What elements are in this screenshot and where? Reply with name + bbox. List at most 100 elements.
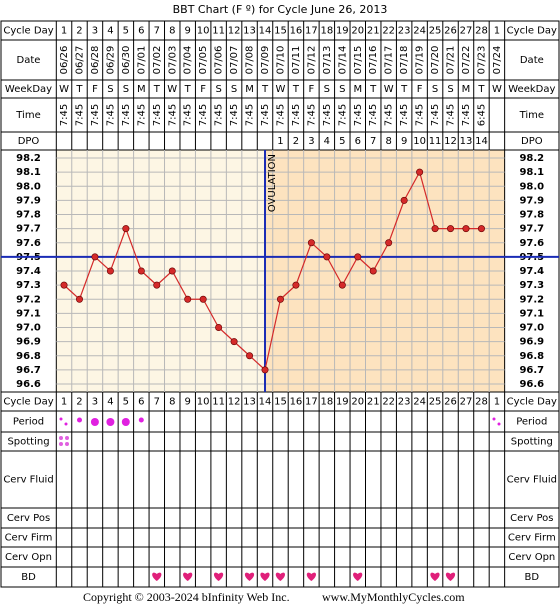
cycle_day-cell: 20 <box>351 397 364 408</box>
row-label: Cerv Firm <box>5 533 53 544</box>
temperature-point <box>354 253 362 261</box>
period-dot <box>121 418 130 426</box>
time-cell: 6:45 <box>476 104 487 126</box>
row-label: Cycle Day <box>507 397 557 408</box>
time-cell: 7:45 <box>322 104 333 126</box>
date-cell: 07/09 <box>260 46 271 75</box>
row <box>0 566 560 588</box>
cycle_day-cell: 25 <box>429 397 442 408</box>
date-cell: 07/23 <box>476 46 487 75</box>
cycle_day-cell: 24 <box>413 26 426 37</box>
weekday-cell: S <box>447 84 453 95</box>
weekday-cell: F <box>200 84 206 95</box>
temperature-point <box>369 267 377 275</box>
cycle_day-cell: 14 <box>259 26 272 37</box>
y-tick-label: 97.4 <box>519 266 544 277</box>
time-cell: 7:45 <box>461 104 472 126</box>
cycle_day-cell: 28 <box>475 397 488 408</box>
temperature-point <box>431 225 439 233</box>
time-cell: 7:45 <box>399 104 410 126</box>
site-url: www.MyMonthlyCycles.com <box>322 590 465 604</box>
period-dot <box>497 422 501 426</box>
weekday-cell: M <box>462 84 471 95</box>
weekday-cell: T <box>400 84 408 95</box>
date-cell: 07/01 <box>136 46 147 75</box>
weekday-cell: T <box>369 84 377 95</box>
time-cell: 7:45 <box>59 104 70 126</box>
temperature-point <box>230 338 238 346</box>
weekday-cell: S <box>215 84 221 95</box>
cycle_day-cell: 12 <box>228 397 241 408</box>
date-cell: 07/24 <box>492 46 503 75</box>
weekday-cell: W <box>492 84 502 95</box>
heart <box>430 572 440 581</box>
cycle_day-cell: 26 <box>444 397 457 408</box>
spotting-dot <box>59 442 63 446</box>
cycle_day-cell: 1 <box>61 397 67 408</box>
cycle_day-cell: 19 <box>336 26 349 37</box>
cycle_day-cell: 6 <box>138 397 144 408</box>
ovulation-label: OVULATION <box>267 154 278 212</box>
cycle_day-cell: 22 <box>382 26 395 37</box>
time-cell: 7:45 <box>214 104 225 126</box>
cycle_day-cell: 9 <box>185 397 191 408</box>
time-cell: 7:45 <box>291 104 302 126</box>
temperature-point <box>416 168 424 176</box>
y-tick-label: 96.8 <box>16 351 41 362</box>
date-cell: 06/28 <box>90 46 101 75</box>
weekday-cell: W <box>384 84 394 95</box>
time-cell: 7:45 <box>198 104 209 126</box>
weekday-cell: S <box>123 84 129 95</box>
period-dot <box>77 417 82 423</box>
cycle_day-cell: 17 <box>305 397 318 408</box>
temperature-point <box>323 253 331 261</box>
row-label: Cerv Pos <box>7 513 50 524</box>
weekday-cell: M <box>245 84 254 95</box>
date-cell: 07/17 <box>384 46 395 75</box>
time-cell: 7:45 <box>430 104 441 126</box>
dpo-cell: 13 <box>460 136 473 147</box>
temperature-line <box>63 170 482 372</box>
date-cell: 07/04 <box>183 46 194 75</box>
time-cell: 7:45 <box>136 104 147 126</box>
weekday-cell: M <box>137 84 146 95</box>
y-tick-label: 97.7 <box>16 224 41 235</box>
heart <box>353 572 363 581</box>
time-cell: 7:45 <box>353 104 364 126</box>
period-dot <box>492 417 496 421</box>
y-tick-label: 97.6 <box>16 238 41 249</box>
time-cell: 7:45 <box>260 104 271 126</box>
temperature-point <box>292 281 300 289</box>
temperature-point <box>447 225 455 233</box>
dpo-cell: 7 <box>370 136 376 147</box>
y-tick-label: 97.1 <box>519 308 544 319</box>
heart <box>152 572 162 581</box>
row-label: WeekDay <box>508 84 555 95</box>
weekday-cell: F <box>417 84 423 95</box>
temperature-point <box>137 267 145 275</box>
date-cell: 07/12 <box>306 46 317 75</box>
dpo-cell: 3 <box>308 136 314 147</box>
cycle_day-cell: 7 <box>154 26 160 37</box>
y-tick-label: 98.2 <box>519 153 544 164</box>
dpo-cell: 5 <box>339 136 345 147</box>
date-cell: 07/02 <box>152 46 163 75</box>
y-tick-label: 97.3 <box>16 280 41 291</box>
y-tick-label: 96.8 <box>519 351 544 362</box>
y-tick-label: 97.8 <box>16 210 41 221</box>
cycle_day-cell: 12 <box>228 26 241 37</box>
time-cell: 7:45 <box>105 104 116 126</box>
temperature-point <box>276 295 284 303</box>
temperature-point <box>91 253 99 261</box>
weekday-cell: T <box>477 84 485 95</box>
cycle_day-cell: 15 <box>274 26 287 37</box>
weekday-cell: T <box>153 84 161 95</box>
row-label: BD <box>525 572 540 583</box>
row-label: Period <box>13 417 44 428</box>
copyright: Copyright © 2003-2024 bInfinity Web Inc. <box>83 590 290 604</box>
time-cell: 7:45 <box>229 104 240 126</box>
row-label: WeekDay <box>5 84 52 95</box>
time-cell: 7:45 <box>384 104 395 126</box>
cycle_day-cell: 18 <box>320 397 333 408</box>
